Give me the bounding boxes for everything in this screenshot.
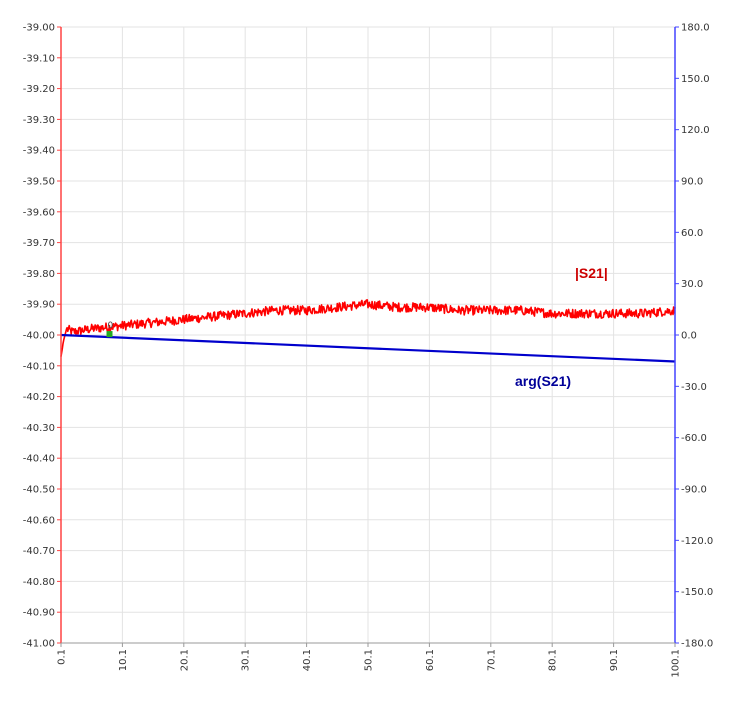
left-tick-label: -39.00 <box>23 23 55 34</box>
right-tick-label: 0.0 <box>681 331 697 342</box>
x-tick-label: 90.1 <box>609 649 620 671</box>
left-tick-label: -40.90 <box>23 608 55 619</box>
x-tick-label: 50.1 <box>364 649 375 671</box>
grid <box>60 26 676 644</box>
marker-0: 0 <box>106 321 114 338</box>
right-tick-label: 60.0 <box>681 228 703 239</box>
right-tick-label: 150.0 <box>681 74 710 85</box>
x-tick-label: 20.1 <box>179 649 190 671</box>
x-tick-label: 40.1 <box>302 649 313 671</box>
right-axis-ticks: 180.0 150.0 120.0 90.0 60.0 30.0 0.0 -30.0 -60.0… <box>675 23 713 650</box>
x-axis-ticks: 0.1 10.1 20.1 30.1 40.1 50.1 60.1 70.1 80.1 90.1 1… <box>57 643 682 678</box>
right-tick-label: 90.0 <box>681 177 703 188</box>
left-tick-label: -39.50 <box>23 177 55 188</box>
left-tick-label: -41.00 <box>23 639 55 650</box>
left-tick-label: -40.30 <box>23 423 55 434</box>
series-label-phase: arg(S21) <box>515 373 571 389</box>
series-line-phase <box>60 333 676 363</box>
left-tick-label: -39.90 <box>23 300 55 311</box>
left-tick-label: -39.30 <box>23 115 55 126</box>
x-tick-label: 30.1 <box>241 649 252 671</box>
x-tick-label: 0.1 <box>57 649 68 665</box>
x-tick-label: 60.1 <box>425 649 436 671</box>
x-tick-label: 80.1 <box>548 649 559 671</box>
right-tick-label: -150.0 <box>681 587 713 598</box>
left-tick-label: -40.70 <box>23 546 55 557</box>
x-tick-label: 70.1 <box>486 649 497 671</box>
left-tick-label: -40.20 <box>23 392 55 403</box>
left-tick-label: -40.40 <box>23 454 55 465</box>
left-tick-label: -39.10 <box>23 53 55 64</box>
left-tick-label: -40.50 <box>23 485 55 496</box>
right-tick-label: 120.0 <box>681 125 710 136</box>
right-tick-label: -30.0 <box>681 382 707 393</box>
series-label-magnitude: |S21| <box>575 265 608 281</box>
left-tick-label: -39.80 <box>23 269 55 280</box>
marker-label: 0 <box>108 321 114 331</box>
right-tick-label: 180.0 <box>681 23 710 34</box>
x-tick-label: 100.1 <box>671 649 682 678</box>
left-tick-label: -39.60 <box>23 207 55 218</box>
marker-square <box>106 331 113 338</box>
right-tick-label: -120.0 <box>681 536 713 547</box>
x-tick-label: 10.1 <box>118 649 129 671</box>
right-tick-label: -90.0 <box>681 485 707 496</box>
right-tick-label: 30.0 <box>681 279 703 290</box>
series-line-magnitude <box>60 299 676 357</box>
left-tick-label: -40.60 <box>23 515 55 526</box>
left-axis-ticks: -39.00 -39.10 -39.20 -39.30 -39.40 -39.50 -39.… <box>23 23 61 650</box>
left-tick-label: -39.70 <box>23 238 55 249</box>
right-tick-label: -180.0 <box>681 639 713 650</box>
left-tick-label: -39.40 <box>23 146 55 157</box>
right-tick-label: -60.0 <box>681 433 707 444</box>
left-tick-label: -40.00 <box>23 331 55 342</box>
left-tick-label: -39.20 <box>23 84 55 95</box>
left-tick-label: -40.80 <box>23 577 55 588</box>
left-tick-label: -40.10 <box>23 361 55 372</box>
series-layer <box>60 299 676 363</box>
